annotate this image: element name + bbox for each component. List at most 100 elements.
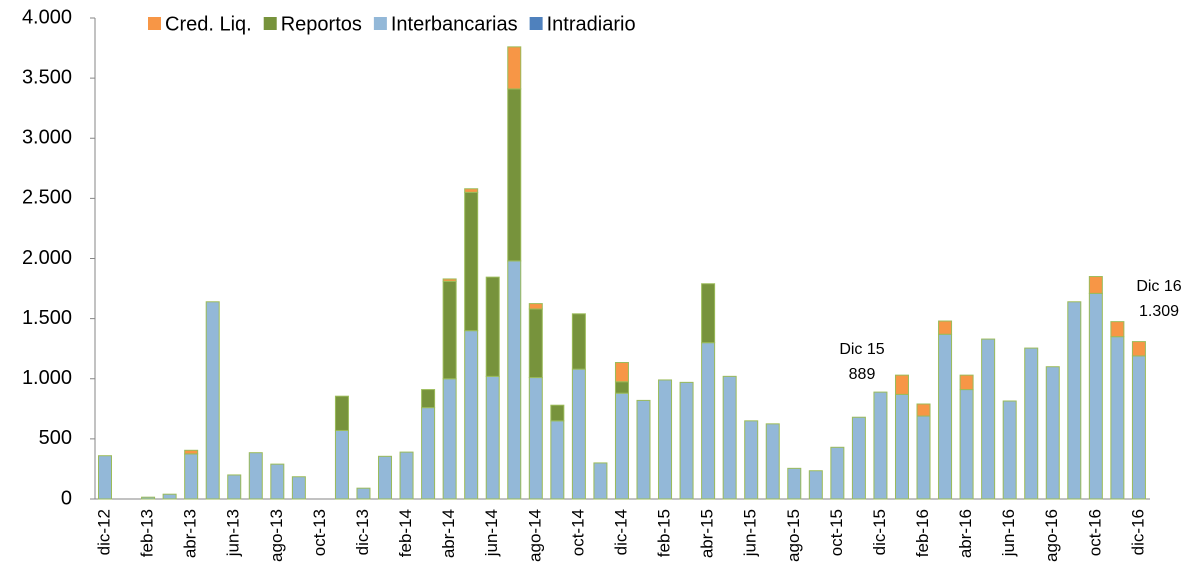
bar-segment — [334, 395, 349, 431]
x-tick-label: jun-14 — [482, 509, 501, 557]
legend-swatch — [148, 17, 161, 30]
x-tick-label: jun-15 — [741, 509, 760, 557]
bar-segment — [808, 470, 823, 500]
x-tick-label: dic-12 — [94, 509, 113, 555]
x-tick-label: ago-15 — [784, 509, 803, 562]
legend-swatch — [373, 17, 387, 30]
y-tick-label: 2.000 — [22, 247, 72, 269]
bar-segment — [334, 429, 349, 500]
bar-segment — [270, 463, 285, 500]
annotation: Dic 15 — [839, 341, 884, 358]
bar-segment — [205, 301, 220, 500]
y-tick-label: 4.000 — [22, 6, 72, 28]
x-tick-label: dic-16 — [1128, 509, 1147, 555]
y-tick-label: 2.500 — [22, 187, 72, 209]
x-tick-label: feb-16 — [913, 509, 932, 557]
bar-segment — [916, 403, 931, 417]
bar-segment — [894, 374, 909, 395]
bar-segment — [507, 260, 522, 500]
legend-label: Cred. Liq. — [165, 13, 252, 35]
bar-segment — [442, 280, 457, 380]
bar-segment — [851, 416, 866, 500]
bar-segment — [464, 191, 479, 332]
x-tick-label: oct-13 — [310, 509, 329, 556]
bar-segment — [291, 476, 306, 500]
bar-segment — [184, 453, 199, 500]
bar-segment — [442, 278, 457, 282]
bar-segment — [1088, 276, 1103, 294]
bar-segment — [227, 474, 242, 500]
bar-segment — [141, 496, 156, 500]
bar-segment — [1110, 336, 1125, 500]
bar-segment — [550, 420, 565, 500]
x-tick-label: oct-14 — [568, 509, 587, 556]
x-tick-label: abr-14 — [439, 509, 458, 558]
bar-segment — [938, 333, 953, 500]
bar-segment — [744, 420, 759, 500]
bar-segment — [421, 389, 436, 409]
bar-segment — [614, 362, 629, 383]
bar-segment — [959, 389, 974, 500]
legend-swatch — [263, 17, 277, 30]
x-tick-label: feb-14 — [396, 509, 415, 557]
x-tick-label: ago-14 — [525, 509, 544, 562]
bar-segment — [464, 330, 479, 500]
bar-segment — [485, 276, 500, 377]
bar-segment — [722, 375, 737, 500]
bar-segment — [507, 88, 522, 262]
bar-segment — [528, 377, 543, 500]
bar-segment — [378, 455, 393, 500]
bar-segment — [938, 320, 953, 335]
bar-segment — [959, 374, 974, 391]
bar-segment — [701, 342, 716, 500]
bar-segment — [550, 404, 565, 422]
y-tick-label: 500 — [39, 427, 72, 449]
x-tick-label: dic-14 — [611, 509, 630, 555]
bar-segment — [873, 391, 888, 500]
bar-segment — [356, 487, 371, 500]
x-tick-label: abr-13 — [181, 509, 200, 558]
bar-segment — [894, 393, 909, 500]
bar-segment — [701, 283, 716, 344]
bar-segment — [1002, 400, 1017, 500]
bar-segment — [464, 188, 479, 193]
bar-segment — [679, 381, 694, 500]
x-tick-label: feb-13 — [138, 509, 157, 557]
annotation: 889 — [849, 366, 876, 383]
bar-segment — [1024, 347, 1039, 500]
legend-label: Interbancarias — [391, 13, 518, 35]
bar-segment — [765, 423, 780, 500]
bar-segment — [658, 379, 673, 500]
x-tick-label: dic-13 — [353, 509, 372, 555]
bar-segment — [1088, 292, 1103, 500]
bar-segment — [507, 46, 522, 90]
x-tick-label: ago-13 — [267, 509, 286, 562]
bar-segment — [787, 467, 802, 500]
bar-segment — [916, 415, 931, 500]
bar-segment — [162, 493, 177, 500]
bar-segment — [421, 407, 436, 500]
bar-segment — [571, 368, 586, 500]
y-tick-label: 0 — [61, 487, 72, 509]
bar-segment — [248, 452, 263, 500]
bar-segment — [614, 392, 629, 500]
bar-segment — [614, 381, 629, 394]
y-tick-label: 3.000 — [22, 127, 72, 149]
y-tick-label: 3.500 — [22, 66, 72, 88]
x-tick-label: abr-15 — [698, 509, 717, 558]
bar-segment — [1045, 366, 1060, 500]
x-tick-label: oct-15 — [827, 509, 846, 556]
x-tick-label: jun-16 — [999, 509, 1018, 557]
x-tick-label: feb-15 — [655, 509, 674, 557]
x-tick-label: ago-16 — [1042, 509, 1061, 562]
bar-segment — [981, 338, 996, 500]
legend-label: Reportos — [281, 13, 362, 35]
bar-segment — [593, 462, 608, 500]
x-tick-label: jun-13 — [224, 509, 243, 557]
annotation: 1.309 — [1139, 303, 1179, 320]
bar-segment — [636, 399, 651, 500]
bar-segment — [1110, 321, 1125, 338]
bar-segment — [184, 449, 199, 455]
legend-label: Intradiario — [547, 13, 636, 35]
